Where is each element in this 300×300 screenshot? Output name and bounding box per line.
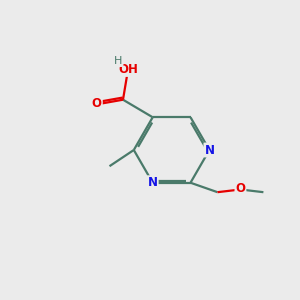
Text: OH: OH bbox=[118, 63, 138, 76]
Text: O: O bbox=[92, 97, 102, 110]
Text: N: N bbox=[148, 176, 158, 189]
Text: O: O bbox=[236, 182, 245, 195]
Text: N: N bbox=[204, 143, 214, 157]
Text: H: H bbox=[114, 56, 123, 66]
